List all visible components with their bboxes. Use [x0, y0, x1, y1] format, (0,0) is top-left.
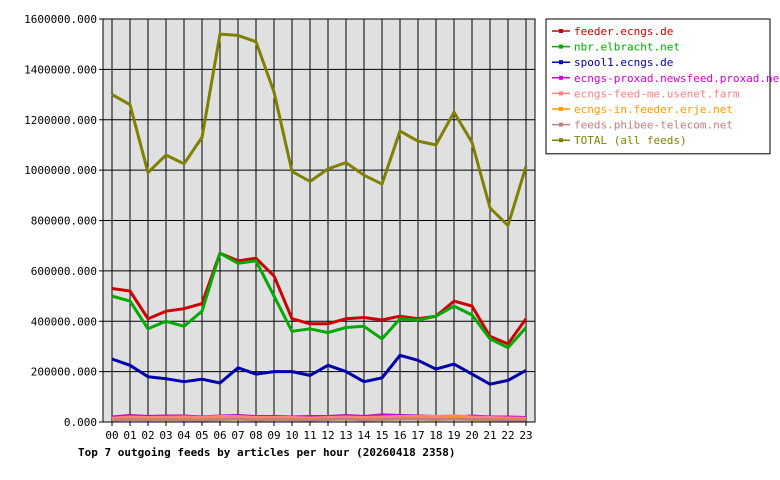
- series-line-7: [111, 32, 528, 227]
- y-tick-label: 1200000.000: [24, 114, 97, 127]
- legend-label: ecngs-proxad.newsfeed.proxad.net: [574, 72, 780, 85]
- legend-marker: [559, 91, 563, 96]
- x-tick-label: 07: [231, 429, 244, 442]
- x-tick-label: 11: [303, 429, 316, 442]
- legend-marker: [559, 44, 563, 49]
- x-tick-label: 10: [285, 429, 298, 442]
- y-tick-label: 0.000: [64, 416, 97, 429]
- legend-box: [545, 18, 771, 155]
- legend-label: feeder.ecngs.de: [574, 25, 673, 38]
- x-tick-label: 15: [375, 429, 388, 442]
- x-tick-label: 18: [429, 429, 442, 442]
- series-lines: [111, 32, 528, 422]
- x-tick-label: 06: [213, 429, 226, 442]
- x-tick-label: 23: [519, 429, 532, 442]
- y-tick-label: 1000000.000: [24, 164, 97, 177]
- legend-marker: [559, 122, 563, 127]
- x-tick-label: 01: [123, 429, 136, 442]
- x-axis: 00 01 02 03 04 05 06 07 08 09 10 11 12 13 14 15 16 17 18 19…: [105, 422, 533, 442]
- x-tick-label: 17: [411, 429, 424, 442]
- x-tick-label: 05: [195, 429, 208, 442]
- legend-marker: [559, 60, 563, 65]
- legend-label: ecngs-feed-me.usenet.farm: [574, 87, 740, 100]
- x-tick-label: 09: [267, 429, 280, 442]
- y-tick-label: 400000.000: [31, 315, 97, 328]
- y-tick-label: 200000.000: [31, 366, 97, 379]
- y-tick-label: 1400000.000: [24, 63, 97, 76]
- legend-label: TOTAL (all feeds): [574, 134, 687, 147]
- y-tick-label: 600000.000: [31, 265, 97, 278]
- x-tick-label: 22: [501, 429, 514, 442]
- series-line-6: [111, 417, 526, 422]
- x-tick-label: 08: [249, 429, 262, 442]
- series-line-0: [111, 251, 528, 346]
- series-line-1: [111, 251, 528, 350]
- y-axis: 0.000 200000.000 400000.000 600000.000 80000…: [24, 13, 103, 429]
- y-tick-label: 800000.000: [31, 215, 97, 228]
- series-line-2: [111, 353, 527, 386]
- x-tick-label: 03: [159, 429, 172, 442]
- legend: feeder.ecngs.de nbr.elbracht.net spool1.ec…: [545, 18, 780, 155]
- x-tick-label: 00: [105, 429, 118, 442]
- x-tick-label: 19: [447, 429, 460, 442]
- legend-label: ecngs-in.feeder.erje.net: [574, 103, 733, 116]
- grid-lines: [103, 18, 535, 423]
- x-tick-label: 21: [483, 429, 496, 442]
- y-tick-label: 1600000.000: [24, 13, 97, 26]
- legend-label: feeds.phibee-telecom.net: [574, 119, 733, 132]
- legend-marker: [559, 75, 563, 80]
- x-tick-label: 20: [465, 429, 478, 442]
- legend-marker: [559, 29, 563, 33]
- x-tick-label: 14: [357, 429, 371, 442]
- chart-title: Top 7 outgoing feeds by articles per hou…: [78, 446, 456, 459]
- legend-marker: [559, 107, 563, 111]
- x-tick-label: 16: [393, 429, 406, 442]
- x-tick-label: 02: [141, 429, 154, 442]
- legend-label: nbr.elbracht.net: [574, 41, 680, 54]
- x-tick-label: 12: [321, 429, 334, 442]
- x-tick-label: 04: [177, 429, 191, 442]
- legend-label: spool1.ecngs.de: [574, 56, 673, 69]
- legend-marker: [559, 138, 563, 143]
- x-tick-label: 13: [339, 429, 352, 442]
